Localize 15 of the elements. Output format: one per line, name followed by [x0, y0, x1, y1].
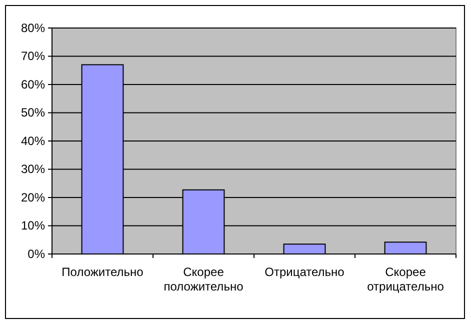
y-tick-label: 60%: [20, 77, 46, 92]
y-tick-label: 20%: [20, 190, 46, 204]
y-tick-label: 30%: [20, 162, 46, 176]
y-tick-label: 50%: [20, 106, 46, 120]
y-tick-label: 0%: [28, 246, 46, 261]
x-tick-label: Положительно: [62, 265, 144, 279]
x-tick-label: Скорее отрицательно: [367, 265, 444, 294]
bar: [384, 242, 427, 254]
y-tick-label: 80%: [20, 20, 46, 35]
y-tick-label: 10%: [20, 218, 46, 233]
bar: [283, 244, 326, 254]
x-tick-label: Скорее положительно: [164, 265, 244, 294]
x-tick-label: Отрицательно: [264, 265, 345, 279]
y-tick-label: 40%: [20, 134, 46, 148]
y-tick-label: 70%: [20, 49, 46, 64]
